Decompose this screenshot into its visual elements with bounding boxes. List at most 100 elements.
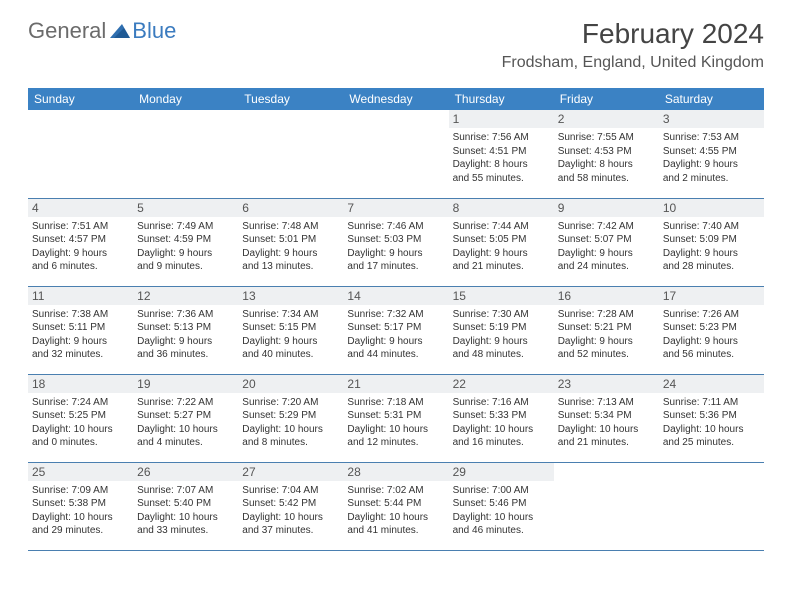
weekday-header: Friday	[554, 88, 659, 110]
calendar-day-cell: 17 Sunrise: 7:26 AMSunset: 5:23 PMDayligh…	[659, 286, 764, 374]
calendar-day-cell: 10 Sunrise: 7:40 AMSunset: 5:09 PMDayligh…	[659, 198, 764, 286]
logo-triangle-icon	[110, 18, 130, 44]
day-number: 13	[238, 287, 343, 305]
calendar-day-cell: 7 Sunrise: 7:46 AMSunset: 5:03 PMDaylight…	[343, 198, 448, 286]
day-details: Sunrise: 7:48 AMSunset: 5:01 PMDaylight:…	[242, 220, 339, 274]
weekday-header: Sunday	[28, 88, 133, 110]
calendar-day-cell	[343, 110, 448, 198]
calendar-day-cell: 18 Sunrise: 7:24 AMSunset: 5:25 PMDayligh…	[28, 374, 133, 462]
day-number: 16	[554, 287, 659, 305]
day-details: Sunrise: 7:11 AMSunset: 5:36 PMDaylight:…	[663, 396, 760, 450]
day-details: Sunrise: 7:18 AMSunset: 5:31 PMDaylight:…	[347, 396, 444, 450]
day-number: 20	[238, 375, 343, 393]
calendar-day-cell: 22Sunrise: 7:16 AMSunset: 5:33 PMDayligh…	[449, 374, 554, 462]
calendar-week-row: 25Sunrise: 7:09 AMSunset: 5:38 PMDayligh…	[28, 462, 764, 550]
calendar-day-cell: 14 Sunrise: 7:32 AMSunset: 5:17 PMDayligh…	[343, 286, 448, 374]
day-number: 18	[28, 375, 133, 393]
calendar-day-cell: 11 Sunrise: 7:38 AMSunset: 5:11 PMDayligh…	[28, 286, 133, 374]
calendar-week-row: 18 Sunrise: 7:24 AMSunset: 5:25 PMDayligh…	[28, 374, 764, 462]
weekday-header: Thursday	[449, 88, 554, 110]
calendar-day-cell: 1Sunrise: 7:56 AMSunset: 4:51 PMDaylight…	[449, 110, 554, 198]
day-number: 19	[133, 375, 238, 393]
day-details: Sunrise: 7:20 AMSunset: 5:29 PMDaylight:…	[242, 396, 339, 450]
calendar-day-cell: 16 Sunrise: 7:28 AMSunset: 5:21 PMDayligh…	[554, 286, 659, 374]
month-title: February 2024	[502, 18, 764, 50]
calendar-day-cell: 13 Sunrise: 7:34 AMSunset: 5:15 PMDayligh…	[238, 286, 343, 374]
day-details: Sunrise: 7:26 AMSunset: 5:23 PMDaylight:…	[663, 308, 760, 362]
day-details: Sunrise: 7:55 AMSunset: 4:53 PMDaylight:…	[558, 131, 655, 185]
calendar-day-cell	[133, 110, 238, 198]
day-details: Sunrise: 7:44 AMSunset: 5:05 PMDaylight:…	[453, 220, 550, 274]
calendar-day-cell	[659, 462, 764, 550]
calendar-day-cell: 9 Sunrise: 7:42 AMSunset: 5:07 PMDaylight…	[554, 198, 659, 286]
day-number: 3	[659, 110, 764, 128]
day-number: 8	[449, 199, 554, 217]
day-details: Sunrise: 7:40 AMSunset: 5:09 PMDaylight:…	[663, 220, 760, 274]
calendar-day-cell: 20 Sunrise: 7:20 AMSunset: 5:29 PMDayligh…	[238, 374, 343, 462]
calendar-day-cell	[28, 110, 133, 198]
day-details: Sunrise: 7:42 AMSunset: 5:07 PMDaylight:…	[558, 220, 655, 274]
day-details: Sunrise: 7:24 AMSunset: 5:25 PMDaylight:…	[32, 396, 129, 450]
header: General Blue February 2024 Frodsham, Eng…	[28, 18, 764, 72]
day-details: Sunrise: 7:34 AMSunset: 5:15 PMDaylight:…	[242, 308, 339, 362]
calendar-day-cell: 24 Sunrise: 7:11 AMSunset: 5:36 PMDayligh…	[659, 374, 764, 462]
weekday-header: Saturday	[659, 88, 764, 110]
calendar-day-cell	[238, 110, 343, 198]
calendar-day-cell: 21 Sunrise: 7:18 AMSunset: 5:31 PMDayligh…	[343, 374, 448, 462]
day-details: Sunrise: 7:51 AMSunset: 4:57 PMDaylight:…	[32, 220, 129, 274]
calendar-day-cell: 23 Sunrise: 7:13 AMSunset: 5:34 PMDayligh…	[554, 374, 659, 462]
day-details: Sunrise: 7:22 AMSunset: 5:27 PMDaylight:…	[137, 396, 234, 450]
day-number: 22	[449, 375, 554, 393]
day-details: Sunrise: 7:07 AMSunset: 5:40 PMDaylight:…	[137, 484, 234, 538]
weekday-header: Tuesday	[238, 88, 343, 110]
calendar-header-row: SundayMondayTuesdayWednesdayThursdayFrid…	[28, 88, 764, 110]
calendar-day-cell: 19 Sunrise: 7:22 AMSunset: 5:27 PMDayligh…	[133, 374, 238, 462]
calendar-week-row: 11 Sunrise: 7:38 AMSunset: 5:11 PMDayligh…	[28, 286, 764, 374]
day-details: Sunrise: 7:02 AMSunset: 5:44 PMDaylight:…	[347, 484, 444, 538]
day-number: 25	[28, 463, 133, 481]
calendar-day-cell: 2Sunrise: 7:55 AMSunset: 4:53 PMDaylight…	[554, 110, 659, 198]
day-number: 17	[659, 287, 764, 305]
calendar-week-row: 1Sunrise: 7:56 AMSunset: 4:51 PMDaylight…	[28, 110, 764, 198]
logo: General Blue	[28, 18, 176, 44]
day-details: Sunrise: 7:30 AMSunset: 5:19 PMDaylight:…	[453, 308, 550, 362]
calendar-table: SundayMondayTuesdayWednesdayThursdayFrid…	[28, 88, 764, 551]
day-number: 1	[449, 110, 554, 128]
day-number: 7	[343, 199, 448, 217]
day-number: 29	[449, 463, 554, 481]
calendar-day-cell: 28 Sunrise: 7:02 AMSunset: 5:44 PMDayligh…	[343, 462, 448, 550]
day-number: 28	[343, 463, 448, 481]
day-details: Sunrise: 7:28 AMSunset: 5:21 PMDaylight:…	[558, 308, 655, 362]
day-details: Sunrise: 7:53 AMSunset: 4:55 PMDaylight:…	[663, 131, 760, 185]
logo-word-general: General	[28, 18, 106, 44]
calendar-day-cell: 25Sunrise: 7:09 AMSunset: 5:38 PMDayligh…	[28, 462, 133, 550]
day-details: Sunrise: 7:46 AMSunset: 5:03 PMDaylight:…	[347, 220, 444, 274]
day-number: 14	[343, 287, 448, 305]
day-details: Sunrise: 7:32 AMSunset: 5:17 PMDaylight:…	[347, 308, 444, 362]
day-number: 15	[449, 287, 554, 305]
calendar-day-cell: 5Sunrise: 7:49 AMSunset: 4:59 PMDaylight…	[133, 198, 238, 286]
calendar-day-cell	[554, 462, 659, 550]
calendar-body: 1Sunrise: 7:56 AMSunset: 4:51 PMDaylight…	[28, 110, 764, 550]
day-number: 21	[343, 375, 448, 393]
day-number: 10	[659, 199, 764, 217]
day-details: Sunrise: 7:49 AMSunset: 4:59 PMDaylight:…	[137, 220, 234, 274]
day-number: 24	[659, 375, 764, 393]
calendar-day-cell: 3 Sunrise: 7:53 AMSunset: 4:55 PMDaylight…	[659, 110, 764, 198]
day-details: Sunrise: 7:36 AMSunset: 5:13 PMDaylight:…	[137, 308, 234, 362]
day-number: 23	[554, 375, 659, 393]
calendar-day-cell: 26Sunrise: 7:07 AMSunset: 5:40 PMDayligh…	[133, 462, 238, 550]
day-number: 4	[28, 199, 133, 217]
calendar-week-row: 4 Sunrise: 7:51 AMSunset: 4:57 PMDaylight…	[28, 198, 764, 286]
calendar-day-cell: 4 Sunrise: 7:51 AMSunset: 4:57 PMDaylight…	[28, 198, 133, 286]
day-number: 12	[133, 287, 238, 305]
day-number: 9	[554, 199, 659, 217]
location: Frodsham, England, United Kingdom	[502, 54, 764, 72]
weekday-header: Monday	[133, 88, 238, 110]
day-details: Sunrise: 7:13 AMSunset: 5:34 PMDaylight:…	[558, 396, 655, 450]
day-number: 11	[28, 287, 133, 305]
day-details: Sunrise: 7:38 AMSunset: 5:11 PMDaylight:…	[32, 308, 129, 362]
calendar-day-cell: 12 Sunrise: 7:36 AMSunset: 5:13 PMDayligh…	[133, 286, 238, 374]
calendar-day-cell: 6Sunrise: 7:48 AMSunset: 5:01 PMDaylight…	[238, 198, 343, 286]
weekday-header: Wednesday	[343, 88, 448, 110]
